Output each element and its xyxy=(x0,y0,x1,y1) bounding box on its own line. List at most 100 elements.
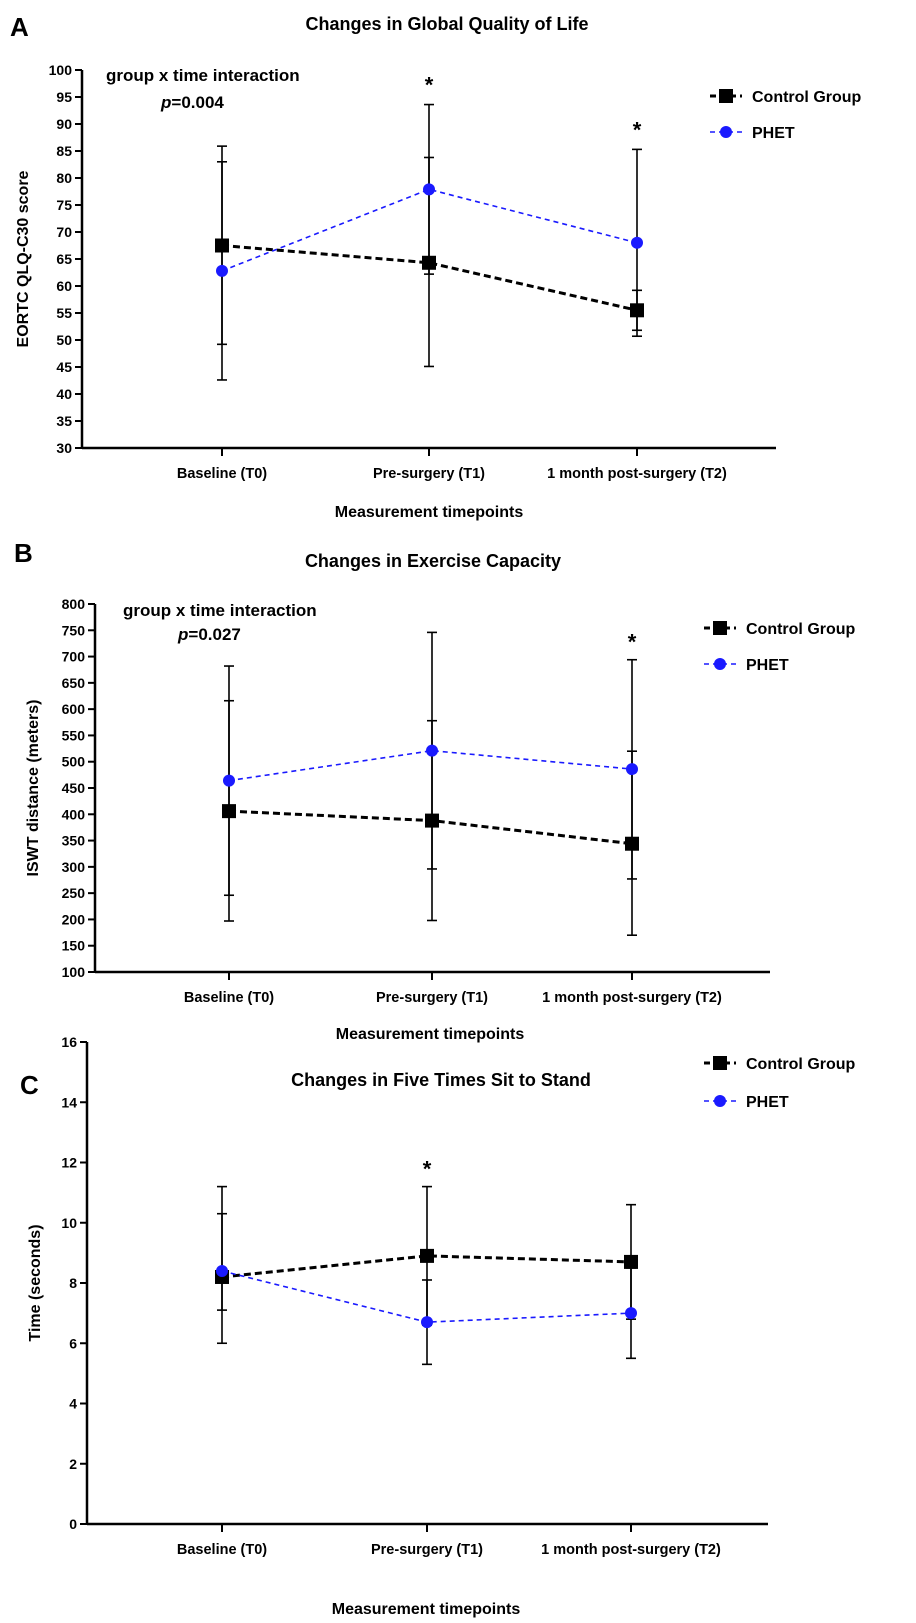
chart-title: Changes in Global Quality of Life xyxy=(305,14,588,34)
series-phet xyxy=(216,1185,637,1366)
series-line xyxy=(221,188,638,272)
p-symbol: p xyxy=(160,93,171,112)
chart-title: Changes in Five Times Sit to Stand xyxy=(291,1070,591,1090)
significance-star: * xyxy=(633,117,642,142)
y-tick-label: 450 xyxy=(62,780,86,796)
chart-title: Changes in Exercise Capacity xyxy=(305,551,561,571)
y-tick-label: 30 xyxy=(56,440,72,456)
y-tick-label: 200 xyxy=(62,911,86,927)
series-line xyxy=(221,1254,632,1279)
y-tick-label: 800 xyxy=(62,596,86,612)
y-tick-label: 40 xyxy=(56,386,72,402)
y-axis-label: ISWT distance (meters) xyxy=(25,700,42,877)
y-tick-label: 650 xyxy=(62,675,86,691)
x-axis-label: Measurement timepoints xyxy=(332,1601,521,1618)
y-tick-label: 10 xyxy=(61,1215,77,1231)
y-tick-label: 700 xyxy=(62,649,86,665)
y-tick-label: 6 xyxy=(69,1335,77,1351)
y-tick-label: 55 xyxy=(56,305,72,321)
y-tick-label: 750 xyxy=(62,622,86,638)
legend-item-control-group: Control Group xyxy=(704,1056,856,1073)
x-tick-label: 1 month post-surgery (T2) xyxy=(541,1542,721,1558)
y-tick-label: 60 xyxy=(56,278,72,294)
y-tick-label: 75 xyxy=(56,197,72,213)
series-control-group xyxy=(222,699,639,937)
x-tick-label: Pre-surgery (T1) xyxy=(376,990,488,1006)
y-axis-label: Time (seconds) xyxy=(27,1224,44,1341)
chart-panel-b: B Changes in Exercise Capacity 100 150 200 25… xyxy=(14,538,856,1043)
p-value-annotation: p=0.004 xyxy=(160,93,224,112)
y-tick-label: 65 xyxy=(56,251,72,267)
series-phet xyxy=(223,631,638,897)
y-tick-label: 550 xyxy=(62,727,86,743)
data-point-circle xyxy=(625,1307,637,1320)
y-axis-label: EORTC QLQ-C30 score xyxy=(15,170,32,347)
y-tick-label: 100 xyxy=(49,62,73,78)
data-point-circle xyxy=(216,264,228,277)
y-tick-label: 35 xyxy=(56,413,72,429)
legend-item-control-group: Control Group xyxy=(710,89,862,106)
legend-marker-circle xyxy=(714,1095,726,1107)
legend-label: Control Group xyxy=(752,89,862,106)
legend-item-phet: PHET xyxy=(710,125,795,142)
y-tick-label: 14 xyxy=(61,1094,77,1110)
legend: Control Group PHET xyxy=(704,1056,856,1111)
data-point-circle xyxy=(216,1264,228,1277)
legend-marker-circle xyxy=(714,658,726,670)
legend: Control Group PHET xyxy=(710,89,862,142)
legend-item-phet: PHET xyxy=(704,657,789,674)
series-phet xyxy=(216,103,643,381)
y-tick-label: 70 xyxy=(56,224,72,240)
y-tick-label: 80 xyxy=(56,170,72,186)
legend-marker-square xyxy=(713,1056,727,1070)
legend-item-control-group: Control Group xyxy=(704,621,856,638)
y-tick-label: 45 xyxy=(56,359,72,375)
y-tick-label: 100 xyxy=(62,964,86,980)
x-tick-label: 1 month post-surgery (T2) xyxy=(547,466,727,482)
significance-star: * xyxy=(425,73,434,98)
x-tick-label: Baseline (T0) xyxy=(177,1542,267,1558)
x-axis-label: Measurement timepoints xyxy=(336,1026,525,1043)
y-tick-label: 300 xyxy=(62,859,86,875)
legend-marker-circle xyxy=(720,126,732,138)
y-tick-label: 4 xyxy=(69,1396,77,1412)
data-point-circle xyxy=(631,236,643,249)
y-tick-label: 50 xyxy=(56,332,72,348)
y-tick-label: 2 xyxy=(69,1456,77,1472)
y-tick-label: 150 xyxy=(62,938,86,954)
legend-label: Control Group xyxy=(746,1056,856,1073)
significance-star: * xyxy=(628,630,637,655)
legend-label: PHET xyxy=(746,657,789,674)
legend-label: PHET xyxy=(752,125,795,142)
p-value-annotation: p=0.027 xyxy=(177,625,241,644)
y-tick-label: 90 xyxy=(56,116,72,132)
x-tick-label: Pre-surgery (T1) xyxy=(371,1542,483,1558)
panel-letter: B xyxy=(14,538,33,568)
data-point-circle xyxy=(626,763,638,776)
data-point-circle xyxy=(223,774,235,787)
legend-label: PHET xyxy=(746,1094,789,1111)
x-tick-label: Baseline (T0) xyxy=(177,466,267,482)
interaction-annotation: group x time interaction xyxy=(123,601,317,620)
y-tick-label: 8 xyxy=(69,1275,77,1291)
x-tick-label: Baseline (T0) xyxy=(184,990,274,1006)
y-tick-label: 400 xyxy=(62,806,86,822)
y-tick-label: 600 xyxy=(62,701,86,717)
legend: Control Group PHET xyxy=(704,621,856,674)
interaction-annotation: group x time interaction xyxy=(106,66,300,85)
panel-letter: C xyxy=(20,1070,39,1100)
data-point-square xyxy=(624,1254,638,1269)
y-tick-label: 0 xyxy=(69,1516,77,1532)
chart-panel-a: A Changes in Global Quality of Life 30 35 40… xyxy=(10,12,862,521)
data-point-circle xyxy=(426,744,438,757)
x-tick-label: Pre-surgery (T1) xyxy=(373,466,485,482)
data-point-square xyxy=(420,1248,434,1263)
y-tick-label: 250 xyxy=(62,885,86,901)
data-point-circle xyxy=(421,1316,433,1329)
legend-marker-square xyxy=(719,89,733,103)
y-tick-label: 500 xyxy=(62,754,86,770)
panel-letter: A xyxy=(10,12,29,42)
significance-star: * xyxy=(423,1157,432,1182)
y-tick-label: 95 xyxy=(56,89,72,105)
